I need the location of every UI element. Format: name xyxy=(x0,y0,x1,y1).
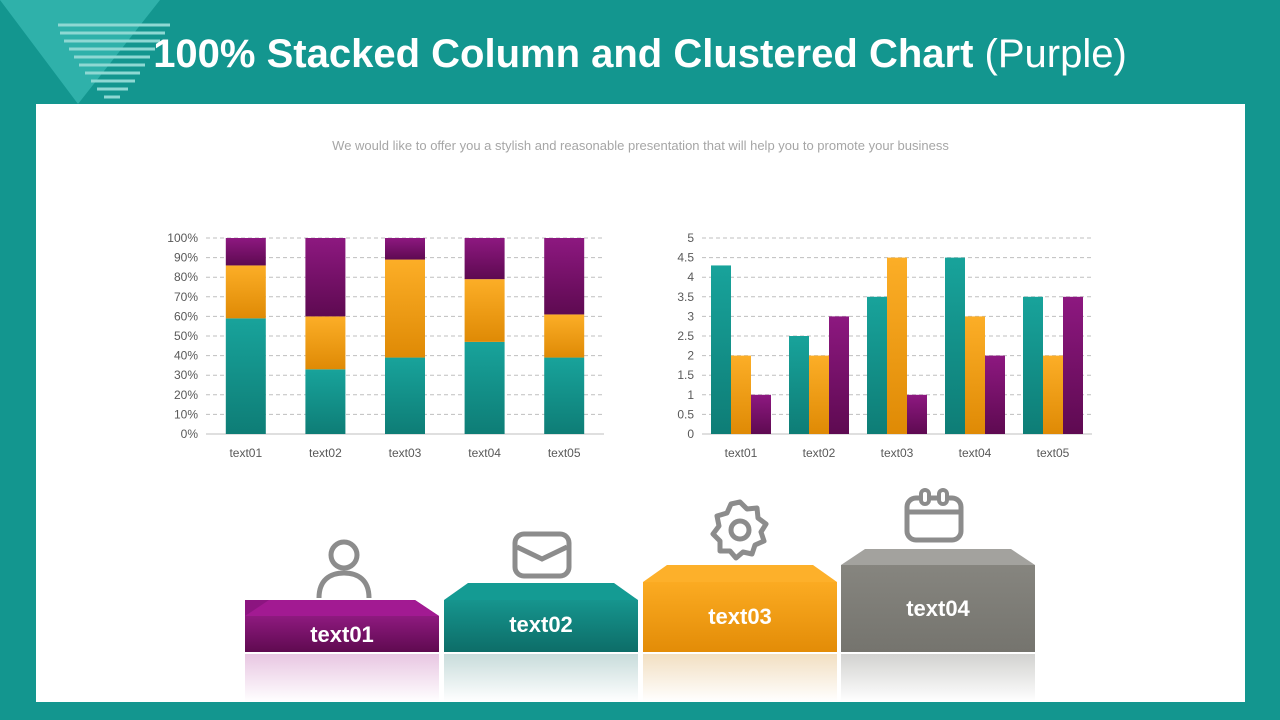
page-title: 100% Stacked Column and Clustered Chart … xyxy=(0,28,1280,80)
clustered-x-tick-label: text03 xyxy=(881,446,914,460)
clustered-bar-orange xyxy=(809,355,829,434)
clustered-y-tick-label: 2 xyxy=(687,349,694,363)
clustered-bar-teal xyxy=(789,336,809,434)
step-label-4: text04 xyxy=(906,596,970,621)
clustered-y-tick-label: 1 xyxy=(687,388,694,402)
stacked-x-tick-label: text03 xyxy=(389,446,422,460)
stacked-bar-purple xyxy=(464,238,505,280)
user-icon xyxy=(316,539,372,599)
stacked-x-tick-label: text05 xyxy=(548,446,581,460)
clustered-bar-teal xyxy=(711,265,731,434)
step-block-1 xyxy=(245,600,439,702)
stacked-bar-orange xyxy=(225,265,266,319)
stacked-bar-teal xyxy=(385,357,425,434)
clustered-bar-orange xyxy=(1043,355,1063,434)
clustered-x-tick-label: text04 xyxy=(959,446,992,460)
stacked-bar-purple xyxy=(225,238,266,266)
step-label-3: text03 xyxy=(708,604,772,629)
stacked-y-tick-label: 100% xyxy=(167,231,198,245)
content-panel: We would like to offer you a stylish and… xyxy=(36,104,1245,702)
stacked-y-tick-label: 40% xyxy=(174,349,198,363)
stacked-bar-teal xyxy=(225,318,266,434)
step-label-1: text01 xyxy=(310,622,374,647)
clustered-bar-purple xyxy=(907,394,927,434)
stacked-y-tick-label: 10% xyxy=(174,407,198,421)
clustered-bar-purple xyxy=(829,316,849,434)
clustered-y-tick-label: 3 xyxy=(687,309,694,323)
clustered-bar-orange xyxy=(731,355,751,434)
envelope-icon xyxy=(512,531,572,579)
clustered-x-tick-label: text05 xyxy=(1037,446,1070,460)
clustered-bar-teal xyxy=(1023,296,1043,434)
stacked-bar-purple xyxy=(305,238,346,317)
stacked-x-tick-label: text04 xyxy=(468,446,501,460)
gear-icon xyxy=(710,499,769,561)
clustered-y-tick-label: 3.5 xyxy=(677,290,694,304)
stacked-y-tick-label: 0% xyxy=(181,427,199,441)
title-bold: 100% Stacked Column and Clustered Chart xyxy=(153,32,974,76)
stacked-y-tick-label: 80% xyxy=(174,270,198,284)
step-label-2: text02 xyxy=(509,612,573,637)
stacked-bar-orange xyxy=(544,314,585,358)
subtitle: We would like to offer you a stylish and… xyxy=(332,138,949,153)
clustered-bar-purple xyxy=(751,394,771,434)
step-block-4 xyxy=(841,549,1035,702)
corner-stripe-decoration xyxy=(0,0,170,104)
stacked-y-tick-label: 60% xyxy=(174,309,198,323)
stacked-y-tick-label: 90% xyxy=(174,251,198,265)
clustered-y-tick-label: 5 xyxy=(687,231,694,245)
clustered-y-tick-label: 1.5 xyxy=(677,368,694,382)
stacked-bar-teal xyxy=(544,357,585,434)
clustered-bar-teal xyxy=(945,257,965,434)
clustered-bar-teal xyxy=(867,296,887,434)
step-block-3 xyxy=(643,565,837,702)
stacked-bar-orange xyxy=(464,279,505,342)
title-light: (Purple) xyxy=(984,32,1127,76)
clustered-y-tick-label: 4.5 xyxy=(677,251,694,265)
stacked-bar-teal xyxy=(305,369,346,434)
clustered-y-tick-label: 2.5 xyxy=(677,329,694,343)
stacked-bar-teal xyxy=(464,341,505,434)
clustered-bar-orange xyxy=(887,257,907,434)
clustered-y-tick-label: 4 xyxy=(687,270,694,284)
clustered-bar-orange xyxy=(965,316,985,434)
stacked-column-chart: 0% 10% 20% 30% 40% 50% 60% 70% 80% 90% 100% text01 t… xyxy=(156,224,626,474)
clustered-x-tick-label: text01 xyxy=(725,446,758,460)
stacked-bar-orange xyxy=(305,316,346,370)
clustered-y-tick-label: 0.5 xyxy=(677,407,694,421)
steps-graphic xyxy=(245,549,1035,702)
stacked-x-tick-label: text02 xyxy=(309,446,342,460)
stacked-y-tick-label: 50% xyxy=(174,329,198,343)
clustered-bar-purple xyxy=(1063,296,1083,434)
stacked-y-tick-label: 30% xyxy=(174,368,198,382)
step-block-2 xyxy=(444,583,638,702)
clustered-column-chart: 0 0.5 1 1.5 2 2.5 3 3.5 4 4.5 5 text01 text02 text03 t… xyxy=(656,224,1106,474)
clustered-chart-svg: 0 0.5 1 1.5 2 2.5 3 3.5 4 4.5 5 text01 text02 text03 t… xyxy=(677,231,1092,460)
stacked-bar-orange xyxy=(385,259,425,358)
stacked-chart-svg: 0% 10% 20% 30% 40% 50% 60% 70% 80% 90% 100% text01 t… xyxy=(167,231,604,460)
stacked-y-tick-label: 20% xyxy=(174,388,198,402)
stacked-bar-purple xyxy=(544,238,585,315)
clustered-bar-purple xyxy=(985,355,1005,434)
calendar-icon xyxy=(904,488,964,543)
stacked-bar-purple xyxy=(385,238,425,260)
clustered-x-tick-label: text02 xyxy=(803,446,836,460)
stacked-x-tick-label: text01 xyxy=(229,446,262,460)
clustered-y-tick-label: 0 xyxy=(687,427,694,441)
stacked-y-tick-label: 70% xyxy=(174,290,198,304)
